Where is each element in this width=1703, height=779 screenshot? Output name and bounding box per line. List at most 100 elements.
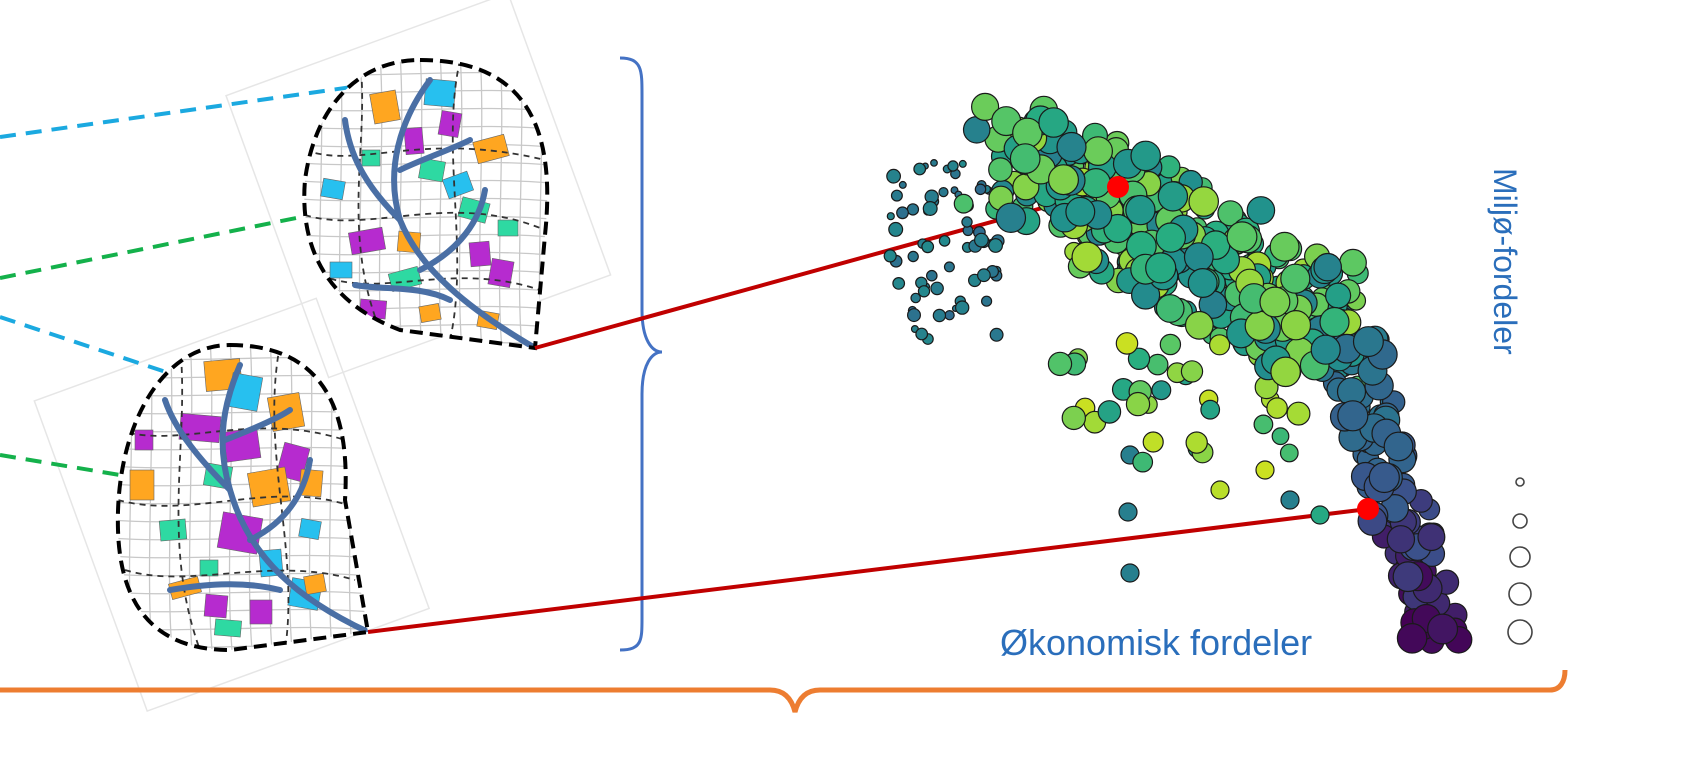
scatter-point — [943, 261, 955, 273]
scatter-point — [910, 292, 921, 304]
scatter-point — [1115, 332, 1139, 355]
scatter-point — [1339, 248, 1367, 277]
scatter-point — [1253, 414, 1274, 435]
scatter-point — [1061, 405, 1087, 431]
scatter-point — [1386, 525, 1416, 554]
scatter-point — [1259, 286, 1291, 318]
scatter-point — [898, 180, 907, 189]
scatter-point — [1217, 200, 1244, 227]
scatter-point — [988, 238, 1003, 253]
scatter-point — [896, 206, 909, 220]
scatter-point — [953, 193, 974, 214]
scatter-point — [1417, 523, 1446, 552]
circle-size-legend-icon — [1507, 477, 1533, 645]
scatter-point — [1280, 490, 1300, 510]
scatter-point — [1142, 431, 1164, 453]
scatter-point — [906, 203, 920, 216]
urban-catchment-plan-icon-top — [302, 57, 550, 351]
scatter-point — [1352, 326, 1384, 358]
scatter-point — [1183, 242, 1214, 273]
scatter-point — [930, 158, 938, 167]
x-axis-label: Økonomisk fordeler — [1000, 622, 1313, 663]
scatter-point — [1185, 431, 1208, 454]
scatter-point — [970, 92, 1000, 122]
scatter-point — [892, 277, 906, 290]
scatter-point — [886, 168, 901, 184]
scatter-point — [1103, 213, 1133, 244]
dashed-line-cyan-top — [0, 76, 416, 139]
scatter-point — [1056, 131, 1087, 163]
scatter-point — [1047, 164, 1079, 196]
scatter-point — [1125, 194, 1156, 226]
scatter-point — [1427, 613, 1459, 645]
scatter-point — [913, 162, 927, 176]
scatter-point — [1155, 294, 1185, 323]
scatter-point — [1310, 505, 1330, 525]
scatter-point — [1080, 168, 1112, 199]
scatter-point — [1009, 143, 1041, 175]
highlight-point-bottom — [1357, 498, 1379, 520]
stream-network-bottom — [162, 362, 368, 635]
highlight-point-top — [1107, 176, 1129, 198]
scatter-point — [930, 281, 944, 296]
scatter-point — [1047, 351, 1073, 377]
scatter-point — [947, 160, 959, 172]
scatter-point — [1266, 397, 1288, 419]
urban-catchment-plan-icon-bottom — [115, 342, 371, 653]
scatter-point — [1226, 221, 1258, 253]
scatter-point — [1071, 241, 1103, 273]
scatter-point — [1120, 563, 1140, 583]
scatter-point — [1286, 401, 1311, 426]
scatter-point — [1118, 502, 1138, 522]
scatter-point — [1210, 480, 1230, 500]
scatter-point — [1097, 400, 1122, 424]
scatter-point — [888, 221, 904, 237]
scatter-point — [1270, 356, 1301, 388]
scatter-point — [1038, 107, 1069, 138]
scatter-point — [1200, 399, 1221, 420]
scatter-point — [958, 159, 967, 168]
scatter-point — [1337, 400, 1369, 432]
dashed-line-green-bottom — [0, 453, 241, 497]
grouping-brace-right — [619, 56, 663, 652]
scatter-point — [938, 235, 951, 247]
scatter-point — [1083, 136, 1113, 167]
scatter-points — [883, 92, 1473, 654]
scatter-point — [1151, 380, 1172, 401]
scatter-point — [932, 308, 947, 323]
scatter-point — [883, 249, 897, 263]
scatter-point — [1184, 310, 1214, 340]
scatter-point — [1396, 622, 1428, 654]
scatter-point — [1145, 252, 1177, 284]
scatter-point — [1012, 117, 1043, 149]
scatter-point — [1271, 427, 1290, 446]
scatter-point — [1368, 461, 1400, 494]
scatter-point — [890, 189, 903, 202]
scatter-point — [1132, 451, 1154, 473]
scatter-point — [988, 157, 1013, 182]
scatter-point — [961, 216, 973, 228]
scatter-point — [1324, 282, 1352, 309]
grouping-brace-bottom — [0, 669, 1568, 713]
scatter-point — [1310, 334, 1341, 365]
scatter-point — [974, 232, 989, 248]
scatter-point — [915, 327, 929, 341]
scatter-point — [886, 212, 895, 221]
scatter-point — [922, 201, 938, 217]
map-frame-bottom — [33, 297, 431, 713]
scatter-point — [955, 300, 970, 315]
scatter-point — [1155, 222, 1187, 253]
scatter-point — [1159, 333, 1182, 356]
scatter-point — [1125, 391, 1151, 417]
scatter-point — [1280, 263, 1311, 294]
scatter-point — [906, 308, 921, 323]
scatter-point — [1130, 140, 1161, 172]
scatter-point — [1280, 310, 1312, 341]
scatter-point — [974, 183, 987, 196]
scatter-point — [995, 202, 1027, 233]
scatter-point — [1188, 186, 1219, 217]
scatter-point — [1383, 431, 1414, 462]
dashed-line-cyan-bottom — [0, 315, 206, 387]
scatter-point — [938, 187, 949, 198]
